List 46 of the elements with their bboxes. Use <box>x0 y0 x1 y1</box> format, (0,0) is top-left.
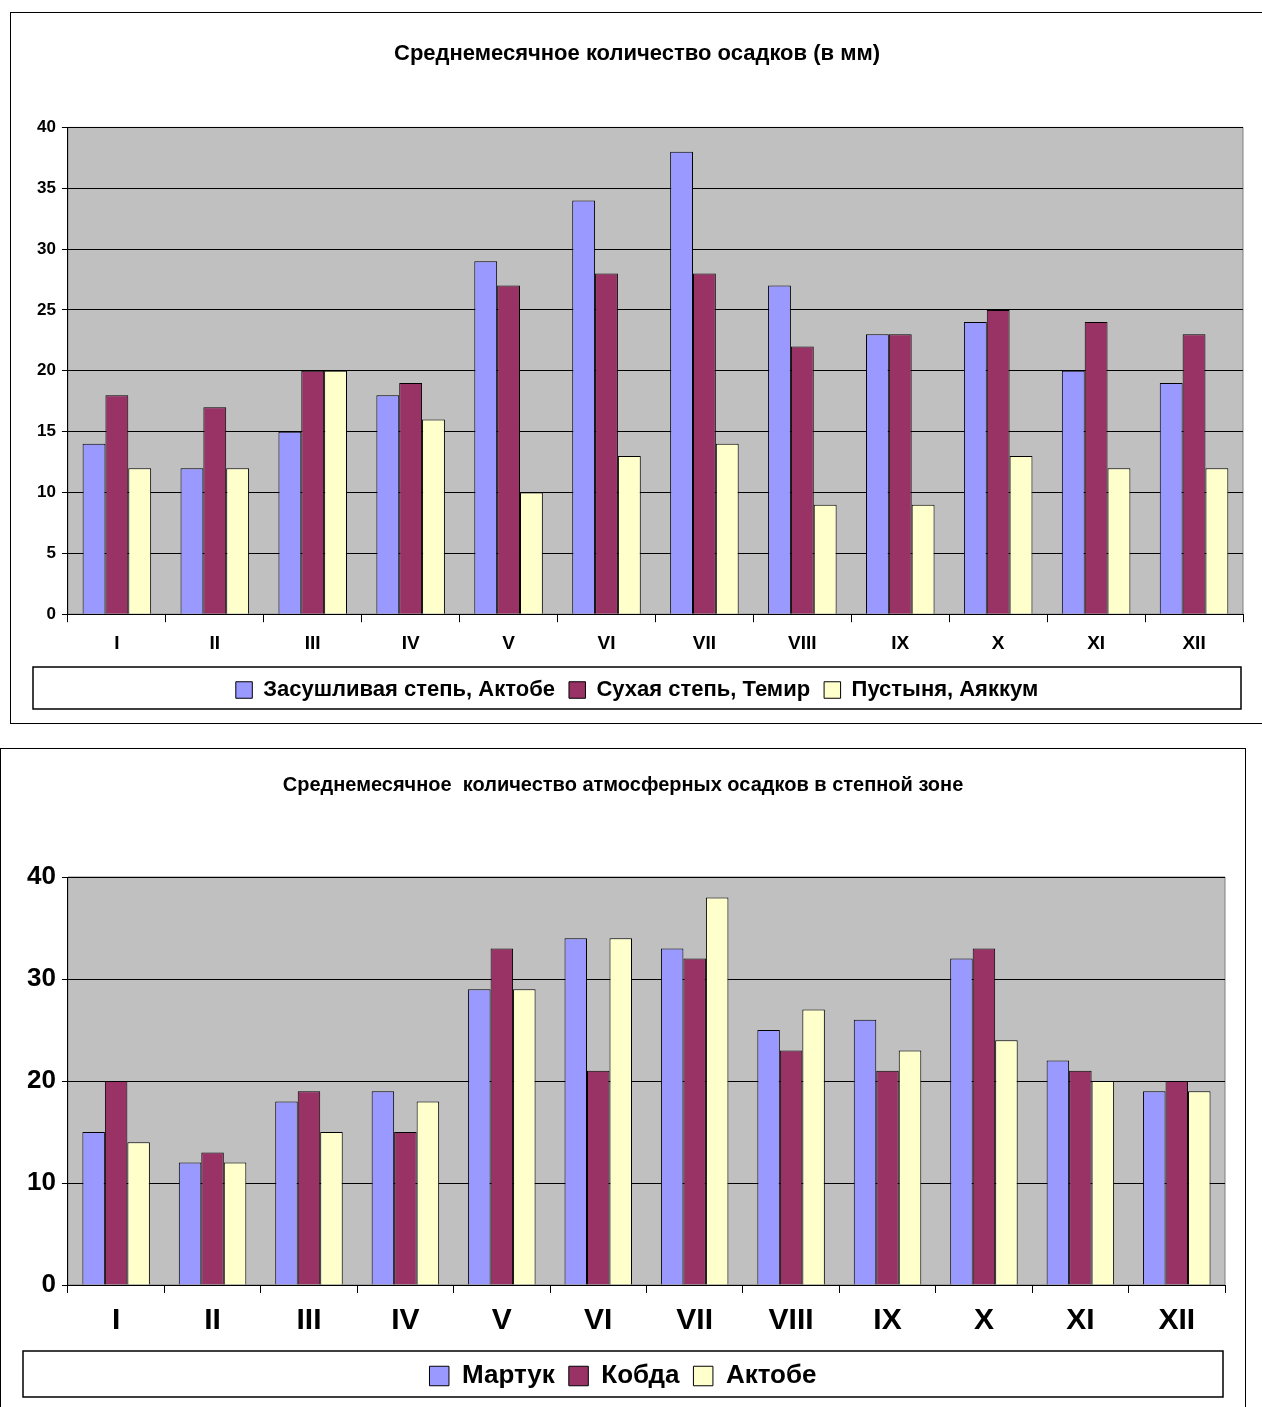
x-tick-label: VIII <box>768 1302 814 1336</box>
x-tick-label: XII <box>1158 1302 1196 1336</box>
x-tick-label: IV <box>391 1302 420 1336</box>
x-tick-label: XII <box>1182 631 1206 653</box>
y-tick-label: 40 <box>36 117 56 137</box>
x-tick-label: IV <box>401 631 420 653</box>
x-tick-label: IX <box>891 631 910 653</box>
x-tick-label: VIII <box>788 631 817 653</box>
y-tick-label: 0 <box>41 1268 56 1299</box>
y-tick-label: 40 <box>27 860 56 891</box>
x-tick-label: V <box>491 1302 512 1336</box>
x-tick-label: XI <box>1087 631 1106 653</box>
x-tick-label: III <box>296 1302 322 1336</box>
y-tick-label: 35 <box>36 177 56 197</box>
x-tick-label: I <box>114 631 120 653</box>
legend-label: Сухая степь, Темир <box>596 676 811 702</box>
chart-title: Среднемесячное количество осадков (в мм) <box>393 40 881 66</box>
legend-label: Засушливая степь, Актобе <box>263 676 555 702</box>
x-tick-label: IX <box>873 1302 902 1336</box>
y-tick-label: 5 <box>46 543 56 563</box>
x-tick-label: II <box>209 631 221 653</box>
legend-label: Кобда <box>601 1359 680 1390</box>
y-tick-label: 25 <box>36 299 56 319</box>
x-tick-label: VII <box>692 631 717 653</box>
x-tick-label: II <box>204 1302 221 1336</box>
y-tick-label: 20 <box>27 1064 56 1095</box>
x-tick-label: VI <box>597 631 616 653</box>
y-tick-label: 0 <box>46 603 56 623</box>
chart-title: Среднемесячное количество атмосферных осадков в степной зоне <box>282 772 964 795</box>
x-tick-label: XI <box>1066 1302 1095 1336</box>
x-tick-label: VI <box>584 1302 613 1336</box>
x-tick-label: X <box>973 1302 994 1336</box>
legend-label: Пустыня, Аяккум <box>851 676 1039 702</box>
legend-label: Мартук <box>461 1359 556 1390</box>
x-tick-label: VII <box>676 1302 714 1336</box>
y-tick-label: 10 <box>36 482 56 502</box>
y-tick-label: 30 <box>27 962 56 993</box>
y-tick-label: 20 <box>36 360 56 380</box>
y-tick-label: 15 <box>36 421 56 441</box>
y-tick-label: 10 <box>27 1166 56 1197</box>
x-tick-label: X <box>991 631 1005 653</box>
legend-label: Актобе <box>725 1359 817 1390</box>
x-tick-label: III <box>304 631 321 653</box>
x-tick-label: I <box>111 1302 121 1336</box>
y-tick-label: 30 <box>36 238 56 258</box>
x-tick-label: V <box>502 631 516 653</box>
